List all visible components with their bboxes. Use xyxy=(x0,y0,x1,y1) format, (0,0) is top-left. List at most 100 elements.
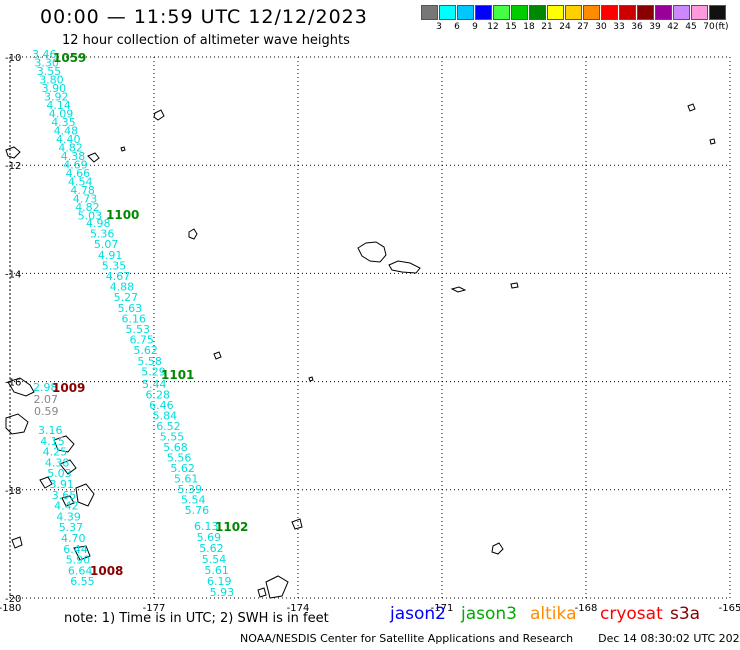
track-1102: 6.135.695.625.545.616.195.93 1102 xyxy=(194,520,248,599)
wallis xyxy=(188,228,198,240)
legend-swatch xyxy=(709,5,726,20)
wave-height-value: 4.14 xyxy=(46,99,71,112)
wave-height-value: 4.70 xyxy=(61,532,86,545)
legend-swatch xyxy=(601,5,618,20)
wave-height-value: 4.42 xyxy=(54,500,79,513)
footer-timestamp: Dec 14 08:30:02 UTC 2023 xyxy=(598,632,740,645)
wave-height-value: 5.90 xyxy=(66,554,91,567)
wave-height-value: 5.68 xyxy=(163,441,188,454)
satellite-s3a: s3a xyxy=(670,604,701,624)
lon-tick-label: -180 xyxy=(0,603,21,614)
map-subtitle: 12 hour collection of altimeter wave hei… xyxy=(62,33,350,48)
satellite-altika: altika xyxy=(530,604,577,624)
samoa-upolu xyxy=(388,260,421,274)
fiji-vanualevu xyxy=(7,377,35,397)
track-label: 1102 xyxy=(215,520,248,534)
wave-height-value: 4.54 xyxy=(68,176,93,189)
wave-height-value: 6.44 xyxy=(63,543,88,556)
fiji-lau-b xyxy=(59,459,77,475)
lat-tick-label: -12 xyxy=(5,161,21,172)
legend-swatch xyxy=(583,5,600,20)
futuna xyxy=(153,109,165,121)
wave-height-value: 0.59 xyxy=(34,405,59,418)
wave-height-value: 5.58 xyxy=(137,355,162,368)
wave-height-value: 5.36 xyxy=(90,228,115,241)
niue xyxy=(491,542,504,555)
lat-tick-label: -18 xyxy=(5,486,21,497)
wave-height-value: 4.15 xyxy=(40,435,65,448)
legend-label: 6 xyxy=(454,22,460,32)
track-1100: 4.985.365.074.915.354.674.885.275.636.16… xyxy=(86,208,166,378)
wave-height-value: 4.78 xyxy=(70,184,95,197)
wave-height-value: 6.16 xyxy=(122,312,147,325)
track-label: 1100 xyxy=(106,208,139,222)
rotuma xyxy=(87,152,100,163)
legend-swatch xyxy=(565,5,582,20)
wave-height-value: 3.46 xyxy=(32,48,57,61)
wave-height-value: 5.62 xyxy=(170,462,195,475)
legend-label: 18 xyxy=(523,22,535,32)
legend-swatch xyxy=(619,5,636,20)
track-label: 1008 xyxy=(90,564,123,578)
axis-tick-labels: -180 -177 -174 -171 -168 -165 -10 -12 -14 -16 -18 -… xyxy=(0,53,740,614)
legend-label: 39 xyxy=(649,22,661,32)
legend-swatch xyxy=(547,5,564,20)
niuafoou xyxy=(213,351,222,360)
wave-height-value: 5.37 xyxy=(59,521,83,534)
lon-tick-label: -171 xyxy=(431,603,454,614)
rose xyxy=(510,282,519,289)
wave-height-value: 3.90 xyxy=(42,82,67,95)
map-title: 00:00 — 11:59 UTC 12/12/2023 xyxy=(40,6,368,28)
legend-swatch xyxy=(655,5,672,20)
wave-height-value: 5.54 xyxy=(181,494,206,507)
note-text: note: 1) Time is in UTC; 2) SWH is in fe… xyxy=(64,611,329,626)
wave-height-value: 4.98 xyxy=(86,217,111,230)
wave-height-value: 6.75 xyxy=(129,334,154,347)
track-1009: 2.982.070.59 1009 xyxy=(33,381,85,418)
lat-tick-label: -20 xyxy=(5,594,21,605)
fiji-vitilevu xyxy=(5,413,29,435)
legend-label: 12 xyxy=(487,22,499,32)
track-label: 1009 xyxy=(52,381,85,395)
wave-height-value: 4.88 xyxy=(110,281,135,294)
wave-height-value: 5.53 xyxy=(126,323,151,336)
wave-height-value: 4.39 xyxy=(56,510,81,523)
wave-height-value: 5.29 xyxy=(141,365,166,378)
wave-height-value: 5.62 xyxy=(199,542,224,555)
footer-agency: NOAA/NESDIS Center for Satellite Applica… xyxy=(240,632,574,645)
track-1059: 3.463.303.553.803.903.924.144.094.354.48… xyxy=(32,48,102,223)
legend-label: 33 xyxy=(613,22,625,32)
wave-height-value: 5.76 xyxy=(185,504,210,517)
wave-height-value: 4.67 xyxy=(106,270,131,283)
wave-height-value: 4.40 xyxy=(56,133,81,146)
tonga-c xyxy=(257,587,267,598)
wave-height-value: 5.56 xyxy=(167,452,192,465)
legend-label: 70 xyxy=(703,22,715,32)
fiji-lau-c xyxy=(39,476,53,489)
tokelau-south xyxy=(709,138,716,145)
legend-label: 21 xyxy=(541,22,553,32)
legend-label: 3 xyxy=(436,22,442,32)
legend-label: 42 xyxy=(667,22,679,32)
wave-height-value: 3.92 xyxy=(44,91,69,104)
wave-height-value: 4.82 xyxy=(58,142,83,155)
wave-height-value: 5.84 xyxy=(153,410,178,423)
wave-height-value: 5.27 xyxy=(114,291,138,304)
legend-swatch xyxy=(691,5,708,20)
wave-height-value: 6.13 xyxy=(194,520,219,533)
legend-label: 30 xyxy=(595,22,607,32)
wave-height-value: 5.39 xyxy=(178,483,203,496)
islet-b xyxy=(308,376,314,382)
legend-swatch xyxy=(421,5,438,20)
wave-height-value: 5.55 xyxy=(160,431,185,444)
wave-height-value: 3.65 xyxy=(52,489,77,502)
wave-height-value: 4.25 xyxy=(43,446,68,459)
wave-height-value: 6.28 xyxy=(146,389,171,402)
tonga-a xyxy=(291,518,303,530)
wave-height-value: 5.54 xyxy=(202,553,227,566)
fiji-south xyxy=(73,545,91,561)
track-1008: 3.164.154.254.385.033.913.654.424.395.37… xyxy=(38,424,123,588)
legend-label: 27 xyxy=(577,22,589,32)
wave-height-value: 4.91 xyxy=(98,249,123,262)
